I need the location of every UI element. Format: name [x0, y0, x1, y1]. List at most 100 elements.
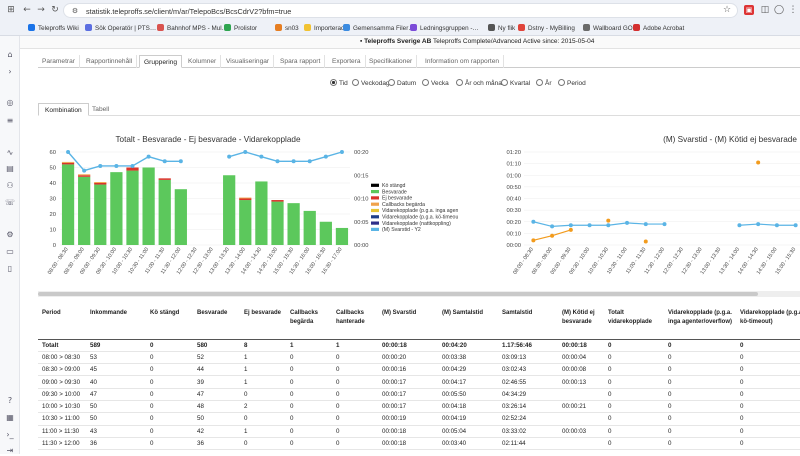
address-bar[interactable]: ⚙ statistik.teleproffs.se/client/m/ar/Te… [63, 3, 738, 18]
table-cell: 0 [286, 412, 332, 426]
legend-swatch [371, 202, 379, 206]
y-tick-label: 0 [53, 243, 56, 249]
tab-specifikationer[interactable]: Specifikationer [365, 55, 418, 68]
menu-icon[interactable]: ⋮ [788, 5, 798, 15]
bookmark-gemensamma-filer[interactable]: Gemensamma Filer… [343, 24, 415, 32]
table-cell: 589 [86, 339, 146, 352]
bookmark-ny-flik[interactable]: Ny flik [488, 24, 515, 32]
stats-icon[interactable]: ▤ [6, 164, 14, 173]
column-header-callbacks-hanterade[interactable]: Callbacks hanterade [332, 301, 378, 340]
radio-circle-icon[interactable] [388, 79, 395, 86]
bookmark-prolistor[interactable]: Prolistor [224, 24, 257, 32]
apps-icon[interactable]: ⊞ [7, 5, 15, 15]
star-icon[interactable]: ☆ [722, 5, 732, 15]
settings-icon[interactable]: ⚙ [6, 230, 14, 239]
radio-circle-icon[interactable] [422, 79, 429, 86]
column-header-besvarade[interactable]: Besvarade [193, 301, 240, 340]
column-header-ej-besvarade[interactable]: Ej besvarade [240, 301, 286, 340]
radio-tid[interactable]: Tid [330, 79, 348, 87]
radio-circle-icon[interactable] [536, 79, 543, 86]
monitor-icon[interactable]: ▭ [6, 247, 14, 256]
list-icon[interactable]: ≡ [6, 116, 14, 125]
tab-information-om-rapporten[interactable]: Information om rapporten [421, 55, 505, 68]
radio-circle-icon[interactable] [456, 79, 463, 86]
logout-icon[interactable]: ⇥ [6, 446, 14, 455]
bookmark-teleproffs-wiki[interactable]: Teleproffs Wiki [28, 24, 79, 32]
terminal-icon[interactable]: ›_ [6, 430, 14, 439]
subtab-tabell[interactable]: Tabell [92, 106, 110, 113]
site-info-icon[interactable]: ⚙ [71, 7, 79, 15]
radio-circle-icon[interactable] [330, 79, 337, 86]
forward-icon[interactable]: → [37, 5, 45, 15]
extensions-icon[interactable]: ◫ [760, 5, 770, 15]
bookmark-dstny-mybilling[interactable]: Dstny - MyBilling [518, 24, 575, 32]
tab-rapportinnehåll[interactable]: Rapportinnehåll [82, 55, 138, 68]
column-header-m-svarstid[interactable]: (M) Svarstid [378, 301, 438, 340]
radio-circle-icon[interactable] [352, 79, 359, 86]
chart-icon[interactable]: ∿ [6, 148, 14, 157]
bookmark-label: sn03 [285, 25, 299, 32]
bar-besvarade [174, 189, 187, 245]
column-header-m-kötid-ej-besvarade[interactable]: (M) Kötid ej besvarade [558, 301, 604, 340]
column-header-vidarekopplade-p-g-a-inga-agenter-overflow[interactable]: Vidarekopplade (p.g.a. inga agenter/over… [664, 301, 736, 340]
users-icon[interactable]: ⚇ [6, 181, 14, 190]
back-icon[interactable]: ← [23, 5, 31, 15]
bookmark-sök-operatör-pts[interactable]: Sök Operatör | PTS… [85, 24, 156, 32]
reload-icon[interactable]: ↻ [51, 5, 59, 15]
bookmark-sn03[interactable]: sn03 [275, 24, 299, 32]
radio-period[interactable]: Period [558, 79, 586, 87]
radio-vecka[interactable]: Vecka [422, 79, 449, 87]
table-row: 11:00 > 11:30 43 0 42 1 0 0 00:00:18 00:05:04 03:… [38, 425, 800, 438]
grid-icon[interactable]: ▦ [6, 413, 14, 422]
radio-veckodag[interactable]: Veckodag [352, 79, 390, 87]
table-cell: 0 [146, 412, 193, 426]
column-header-inkommande[interactable]: Inkommande [86, 301, 146, 340]
column-header-m-samtalstid[interactable]: (M) Samtalstid [438, 301, 498, 340]
bookmark-bahnhof-mps-mul[interactable]: Bahnhof MPS - Mul… [157, 24, 228, 32]
expand-icon[interactable]: › [8, 67, 12, 76]
table-cell [558, 388, 604, 401]
radio-circle-icon[interactable] [501, 79, 508, 86]
tab-parametrar[interactable]: Parametrar [38, 55, 80, 68]
table-cell: 03:26:14 [498, 400, 558, 414]
radio-år[interactable]: År [536, 79, 552, 87]
table-cell: 0 [332, 351, 378, 365]
table-cell [558, 412, 604, 426]
tab-spara-rapport[interactable]: Spara rapport [276, 55, 326, 68]
column-header-callbacks-begärda[interactable]: Callbacks begärda [286, 301, 332, 340]
column-header-totalt-vidarekopplade[interactable]: Totalt vidarekopplade [604, 301, 664, 340]
column-header-samtalstid[interactable]: Samtalstid [498, 301, 558, 340]
column-header-kö-stängd[interactable]: Kö stängd [146, 301, 193, 340]
bookmark-ledningsgruppen[interactable]: Ledningsgruppen -… [410, 24, 479, 32]
horizontal-scrollbar[interactable] [38, 291, 800, 297]
point-svarstid [291, 159, 296, 164]
bookmark-wallboard-go[interactable]: Wallboard GO [583, 24, 633, 32]
bookmark-importerade[interactable]: Importerade [304, 24, 348, 32]
tab-kolumner[interactable]: Kolumner [184, 55, 222, 68]
help-icon[interactable]: ? [7, 396, 13, 405]
tab-gruppering[interactable]: Gruppering [139, 55, 182, 68]
home-icon[interactable]: ⌂ [7, 50, 13, 59]
table-cell: 10:00 > 10:30 [38, 400, 86, 414]
tab-exportera[interactable]: Exportera [328, 55, 366, 68]
document-icon[interactable]: ▯ [7, 264, 13, 273]
radio-år-och-månad[interactable]: År och månad [456, 79, 505, 87]
point-svarstid [339, 150, 344, 154]
column-header-vidarekopplade-p-g-a-kö-timeout[interactable]: Vidarekopplade (p.g.a. kö-timeout) [736, 301, 800, 340]
column-header-period[interactable]: Period [38, 301, 86, 340]
table-cell: 0 [146, 339, 193, 352]
extension-icon[interactable]: ▣ [744, 5, 754, 15]
profile-icon[interactable]: ◯ [774, 5, 785, 15]
scrollbar-thumb[interactable] [38, 292, 758, 296]
radio-datum[interactable]: Datum [388, 79, 416, 87]
dashboard-icon[interactable]: ◎ [6, 98, 14, 107]
tab-visualiseringar[interactable]: Visualiseringar [222, 55, 275, 68]
bookmark-adobe-acrobat[interactable]: Adobe Acrobat [633, 24, 684, 32]
point-svarstid [243, 150, 248, 154]
radio-circle-icon[interactable] [558, 79, 565, 86]
bar-besvarade [319, 221, 332, 245]
y-tick-label: 00:40 [506, 197, 521, 203]
subtab-kombination[interactable]: Kombination [38, 103, 89, 116]
phone-icon[interactable]: ☏ [5, 198, 16, 207]
radio-kvartal[interactable]: Kvartal [501, 79, 530, 87]
